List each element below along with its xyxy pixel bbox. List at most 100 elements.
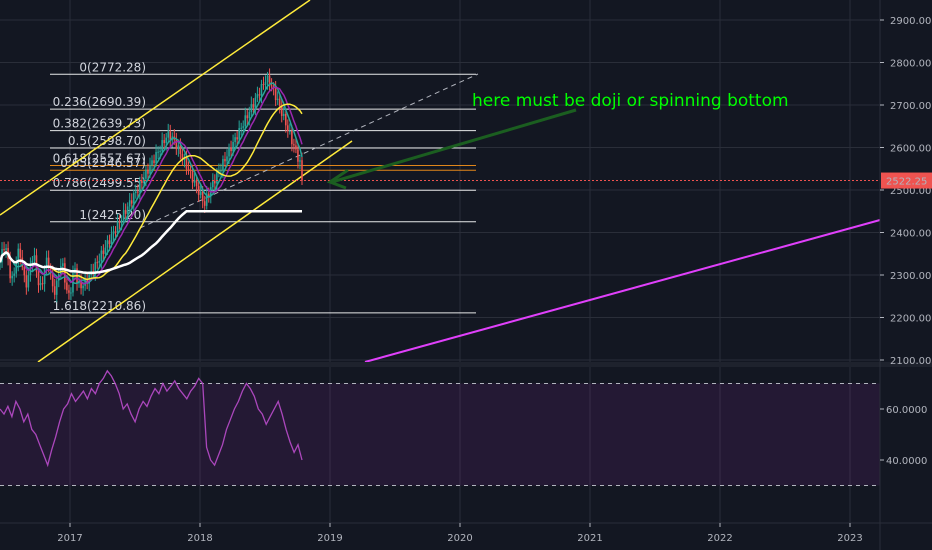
candle-body <box>11 275 13 279</box>
price-axis-tick-label: 2900.00 <box>890 16 931 27</box>
candle-body <box>106 240 109 248</box>
candle-body <box>236 137 238 140</box>
rsi-axis-tick-label: 60.0000 <box>886 405 927 416</box>
candle-body <box>108 240 111 245</box>
candle-body <box>86 278 88 284</box>
candle-body <box>218 170 220 173</box>
candle-body <box>189 170 192 172</box>
price-axis-tick-label: 2500.00 <box>890 186 931 197</box>
annotation-arrow-head <box>326 168 349 190</box>
candle-body <box>82 285 84 289</box>
time-axis-tick-label: 2020 <box>447 533 472 544</box>
candle-body <box>45 257 48 269</box>
pane-separator <box>0 362 932 367</box>
price-axis-tick-label: 2200.00 <box>890 314 931 325</box>
candle-body <box>55 280 58 295</box>
last-price-label: 2522.25 <box>886 177 927 188</box>
candle-body <box>165 137 168 144</box>
candle-body <box>15 264 18 274</box>
candle-body <box>224 159 226 162</box>
candle-body <box>299 160 301 162</box>
candle-body <box>47 257 50 268</box>
candle-body <box>13 273 15 276</box>
candle-body <box>153 160 155 164</box>
candle-body <box>289 130 291 132</box>
candle-body <box>226 156 228 162</box>
candle-body <box>199 191 202 195</box>
last-price-badge <box>881 172 932 189</box>
candle-body <box>41 283 44 285</box>
candle-body <box>254 97 257 108</box>
candle-body <box>53 286 56 295</box>
candle-body <box>291 130 293 145</box>
candle-body <box>252 104 255 108</box>
candle-body <box>214 180 216 184</box>
candle-body <box>19 248 22 258</box>
candle-body <box>212 180 214 188</box>
candle-body <box>126 206 129 214</box>
price-axis-tick-label: 2800.00 <box>890 59 931 70</box>
price-axis-tick-label: 2400.00 <box>890 229 931 240</box>
candle-body <box>64 263 66 283</box>
price-axis-tick-label: 2300.00 <box>890 271 931 282</box>
candle-body <box>51 272 54 287</box>
candle-body <box>17 248 20 265</box>
candle-body <box>139 180 141 192</box>
candle-body <box>68 290 70 293</box>
ma-200-line <box>0 210 302 275</box>
candle-body <box>118 221 121 223</box>
candle-body <box>124 210 127 214</box>
candle-body <box>98 261 101 263</box>
fib-level-label: 0.382(2639.73) <box>53 117 146 131</box>
candle-body <box>96 262 99 264</box>
candle-body <box>116 221 119 233</box>
annotation-arrow <box>331 108 577 184</box>
candle-body <box>297 149 299 162</box>
magenta-trendline <box>364 219 881 363</box>
candle-body <box>175 139 178 150</box>
candle-body <box>191 171 194 183</box>
candle-body <box>134 191 137 194</box>
candle-body <box>23 266 26 276</box>
time-axis-tick-label: 2019 <box>317 533 342 544</box>
time-axis-tick-label: 2017 <box>57 533 82 544</box>
candle-body <box>70 292 72 294</box>
candle-body <box>145 169 147 179</box>
candle-body <box>43 268 46 285</box>
candle-body <box>102 250 105 254</box>
candle-body <box>270 85 273 87</box>
time-axis-tick-label: 2023 <box>837 533 862 544</box>
candle-body <box>94 262 97 274</box>
rsi-band <box>0 383 880 486</box>
annotation-text: here must be doji or spinning bottom <box>472 91 789 111</box>
candle-body <box>132 193 135 204</box>
candle-body <box>31 260 34 264</box>
candle-body <box>155 152 157 164</box>
time-axis-tick-label: 2021 <box>577 533 602 544</box>
price-axis-tick-label: 2100.00 <box>890 356 931 367</box>
candle-body <box>9 259 11 279</box>
fib-level-label: 0.65(2546.57) <box>60 156 146 170</box>
candle-body <box>262 84 265 86</box>
candle-body <box>179 145 182 154</box>
candle-body <box>39 283 42 286</box>
candle-body <box>163 140 165 144</box>
candle-body <box>193 180 196 183</box>
candle-body <box>62 263 64 267</box>
candle-body <box>0 262 1 264</box>
candle-body <box>248 112 251 119</box>
candle-body <box>282 113 285 116</box>
candle-body <box>268 75 271 86</box>
candle-body <box>187 168 190 171</box>
candle-body <box>104 247 107 254</box>
candle-body <box>256 94 259 98</box>
price-axis-tick-label: 2700.00 <box>890 101 931 112</box>
ema-fast-line <box>0 82 303 285</box>
candle-body <box>169 131 172 140</box>
candle-body <box>195 180 198 186</box>
candle-body <box>100 250 103 262</box>
candle-body <box>203 201 206 206</box>
candle-body <box>197 185 200 195</box>
candle-body <box>216 172 218 184</box>
